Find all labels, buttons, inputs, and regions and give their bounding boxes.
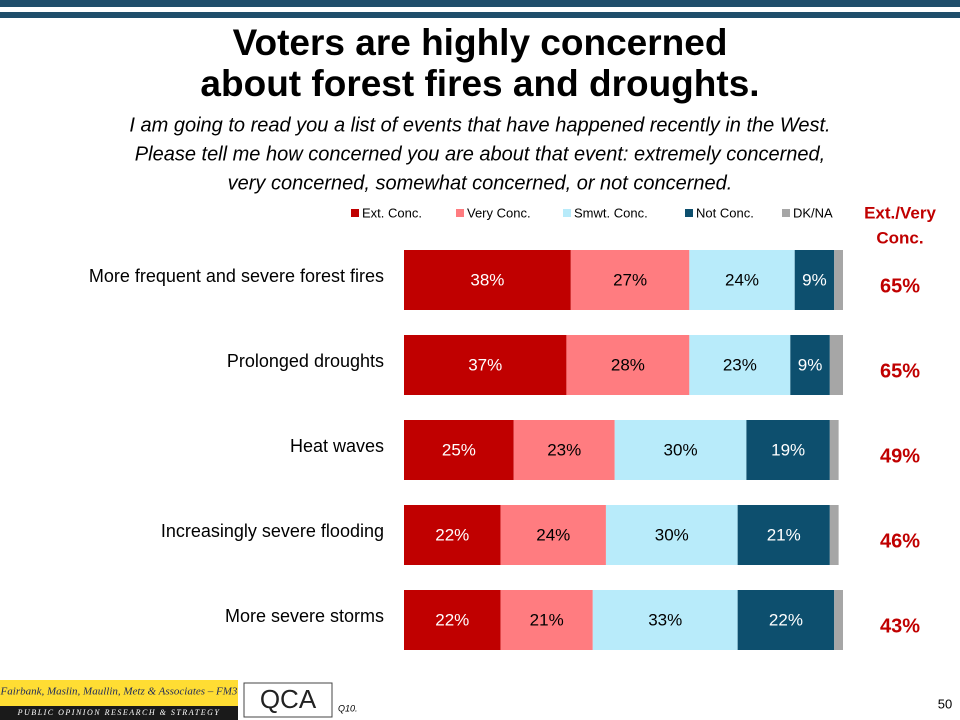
bar-segment: [829, 420, 839, 480]
bar-segment: [737, 505, 830, 565]
subtitle: I am going to read you a list of events …: [129, 114, 830, 136]
bar-value-label: 21%: [767, 525, 801, 544]
bar-value-label: 9%: [802, 270, 827, 289]
top-stripe: [0, 0, 960, 7]
question-ref: Q10.: [338, 703, 358, 713]
bar-segment: [570, 250, 690, 310]
bar-value-label: 24%: [536, 525, 570, 544]
bar-segment: [614, 420, 747, 480]
bar-segment: [566, 335, 690, 395]
bar-value-label: 9%: [798, 355, 823, 374]
bar-value-label: 33%: [648, 610, 682, 629]
footer-tagline: PUBLIC OPINION RESEARCH & STRATEGY: [17, 708, 221, 717]
bar-value-label: 30%: [655, 525, 689, 544]
bar-value-label: 24%: [725, 270, 759, 289]
bar-segment: [689, 335, 791, 395]
legend-swatch: [456, 209, 464, 217]
title: about forest fires and droughts.: [200, 63, 759, 104]
bar-segment: [737, 590, 835, 650]
bar-segment: [404, 335, 567, 395]
bar-segment: [829, 335, 843, 395]
net-header: Ext./Very: [864, 203, 936, 222]
bar-value-label: 28%: [611, 355, 645, 374]
category-label: Prolonged droughts: [227, 351, 384, 371]
legend-swatch: [563, 209, 571, 217]
bar-value-label: 22%: [435, 525, 469, 544]
bar-segment: [404, 505, 501, 565]
bar-segment: [790, 335, 830, 395]
bar-segment: [834, 250, 843, 310]
legend-swatch: [685, 209, 693, 217]
legend-label: Ext. Conc.: [362, 205, 422, 220]
bar-segment: [746, 420, 830, 480]
net-value: 65%: [880, 275, 920, 297]
footer-firm: Fairbank, Maslin, Maullin, Metz & Associ…: [0, 686, 238, 698]
legend-label: Smwt. Conc.: [574, 205, 648, 220]
bar-value-label: 19%: [771, 440, 805, 459]
bar-segment: [404, 420, 514, 480]
page-number: 50: [938, 696, 952, 711]
bar-segment: [794, 250, 835, 310]
bar-segment: [500, 590, 593, 650]
bar-segment: [829, 505, 839, 565]
category-label: More frequent and severe forest fires: [89, 266, 384, 286]
bar-value-label: 21%: [530, 610, 564, 629]
bar-value-label: 38%: [470, 270, 504, 289]
category-label: Heat waves: [290, 436, 384, 456]
bar-segment: [592, 590, 738, 650]
bar-value-label: 23%: [723, 355, 757, 374]
category-label: Increasingly severe flooding: [161, 521, 384, 541]
footer-firm-box: [0, 680, 238, 706]
bar-segment: [513, 420, 615, 480]
net-value: 46%: [880, 530, 920, 552]
legend-label: DK/NA: [793, 205, 833, 220]
net-value: 49%: [880, 445, 920, 467]
bar-value-label: 23%: [547, 440, 581, 459]
top-stripe: [0, 12, 960, 18]
bar-segment: [404, 250, 571, 310]
bar-segment: [689, 250, 795, 310]
legend-label: Not Conc.: [696, 205, 754, 220]
net-value: 65%: [880, 360, 920, 382]
bar-value-label: 22%: [435, 610, 469, 629]
bar-segment: [500, 505, 606, 565]
bar-value-label: 27%: [613, 270, 647, 289]
legend-swatch: [351, 209, 359, 217]
footer-tagline-box: [0, 706, 238, 720]
subtitle: very concerned, somewhat concerned, or n…: [228, 172, 733, 194]
title: Voters are highly concerned: [233, 22, 728, 63]
legend-label: Very Conc.: [467, 205, 531, 220]
bar-value-label: 25%: [442, 440, 476, 459]
bar-value-label: 37%: [468, 355, 502, 374]
bar-segment: [834, 590, 843, 650]
net-header: Conc.: [876, 228, 923, 247]
logo: QCA: [260, 684, 317, 714]
bar-segment: [605, 505, 738, 565]
bar-segment: [404, 590, 501, 650]
bar-value-label: 30%: [664, 440, 698, 459]
bar-value-label: 22%: [769, 610, 803, 629]
logo-box: [243, 682, 333, 718]
net-value: 43%: [880, 615, 920, 637]
legend-swatch: [782, 209, 790, 217]
category-label: More severe storms: [225, 606, 384, 626]
subtitle: Please tell me how concerned you are abo…: [135, 143, 825, 165]
